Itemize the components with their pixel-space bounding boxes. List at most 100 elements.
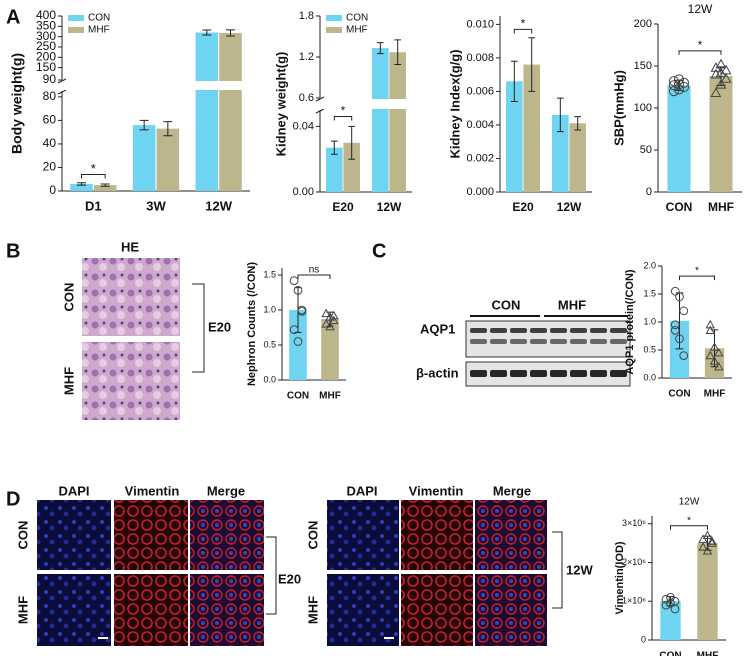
data-point [715, 58, 727, 69]
bar [552, 114, 569, 192]
y-tick-label: 1.5 [643, 288, 656, 298]
y-tick-label: 50 [640, 144, 652, 156]
group-label: E20 [208, 319, 231, 334]
panel-label: D [6, 488, 20, 510]
band [570, 328, 587, 333]
data-point [714, 347, 724, 357]
data-point [705, 319, 715, 329]
y-tick-label: 250 [36, 39, 56, 53]
band [530, 370, 547, 377]
x-tick-label: MHF [704, 389, 726, 400]
data-point [710, 62, 722, 72]
blot-bands [470, 328, 627, 377]
data-point [714, 361, 724, 371]
data-point [666, 592, 675, 602]
band [470, 370, 487, 377]
bar [697, 543, 718, 640]
if-column: Merge [207, 483, 245, 498]
chart-title: 12W [679, 497, 700, 508]
panel-label: C [372, 240, 386, 262]
y-tick-label: 0.6 [299, 92, 314, 104]
data-point [668, 80, 679, 91]
band [510, 339, 527, 344]
data-point [293, 286, 303, 295]
error-bar [394, 39, 402, 66]
x-tick-label: E20 [332, 200, 354, 214]
data-point [675, 334, 684, 344]
legend-swatch [326, 15, 342, 21]
he-image [82, 342, 180, 420]
error-bar [202, 29, 212, 36]
data-point [673, 79, 685, 90]
y-tick-label: 0 [646, 186, 652, 198]
data-point [673, 74, 685, 85]
x-tick-label: 12W [205, 198, 232, 213]
if-column: Merge [493, 483, 531, 498]
band [490, 339, 507, 344]
data-point [670, 326, 680, 335]
y-tick-label: 1.0 [263, 304, 276, 314]
bar [195, 32, 219, 191]
error-bar [574, 116, 582, 131]
data-point [675, 292, 684, 302]
data-point [670, 286, 680, 296]
data-point [679, 77, 690, 88]
band [550, 328, 567, 333]
bracket [266, 536, 277, 615]
axis-break [57, 78, 67, 84]
x-tick-label: 12W [377, 200, 402, 214]
band [490, 370, 507, 377]
y-tick-label: 0.006 [466, 85, 494, 97]
x-tick-label: CON [666, 200, 693, 214]
significance-bracket [333, 116, 353, 121]
band [530, 339, 547, 344]
data-point [670, 604, 680, 614]
bar [372, 48, 389, 192]
data-point [289, 325, 299, 334]
bar [660, 601, 681, 640]
y-tick-label: 20 [43, 160, 57, 174]
y-tick-label: 3×10⁶ [622, 518, 646, 528]
axis-break [315, 96, 325, 102]
y-tick-label: 350 [36, 18, 56, 32]
y-tick-label: 60 [43, 113, 57, 127]
blot-column: MHF [558, 297, 586, 312]
if-image [114, 500, 188, 570]
blot-row: β-actin [416, 365, 459, 380]
band [530, 328, 547, 333]
y-tick-label: 0.000 [466, 186, 494, 198]
data-point [670, 320, 680, 330]
band [550, 339, 567, 344]
data-point [705, 350, 715, 360]
row-label: CON [15, 521, 30, 550]
band [610, 370, 627, 377]
y-tick-label: 300 [36, 29, 56, 43]
if-image [401, 500, 473, 570]
y-axis-title: AQP1 protein(/CON) [624, 269, 636, 374]
band [470, 339, 487, 344]
band [610, 339, 627, 344]
significance-bracket [678, 50, 722, 55]
band [510, 370, 527, 377]
bar [389, 52, 406, 192]
y-tick-label: 0.0 [643, 372, 656, 382]
y-tick-label: 1.8 [299, 10, 314, 22]
row-label: MHF [61, 367, 76, 395]
if-column: DAPI [58, 483, 89, 498]
if-column: Vimentin [409, 483, 464, 498]
y-tick-label: 40 [43, 136, 57, 150]
band [470, 328, 487, 333]
if-image [114, 574, 188, 646]
data-point [297, 307, 307, 316]
data-point [321, 308, 331, 318]
y-tick-label: 1.2 [299, 51, 314, 63]
y-tick-label: 0.010 [466, 18, 494, 30]
y-tick-label: 0.0 [263, 374, 276, 384]
error-bar [330, 140, 338, 155]
y-tick-label: 400 [36, 8, 56, 22]
y-tick-label: 100 [634, 102, 652, 114]
data-point [707, 538, 717, 547]
data-point [720, 64, 732, 75]
if-image [190, 500, 264, 570]
